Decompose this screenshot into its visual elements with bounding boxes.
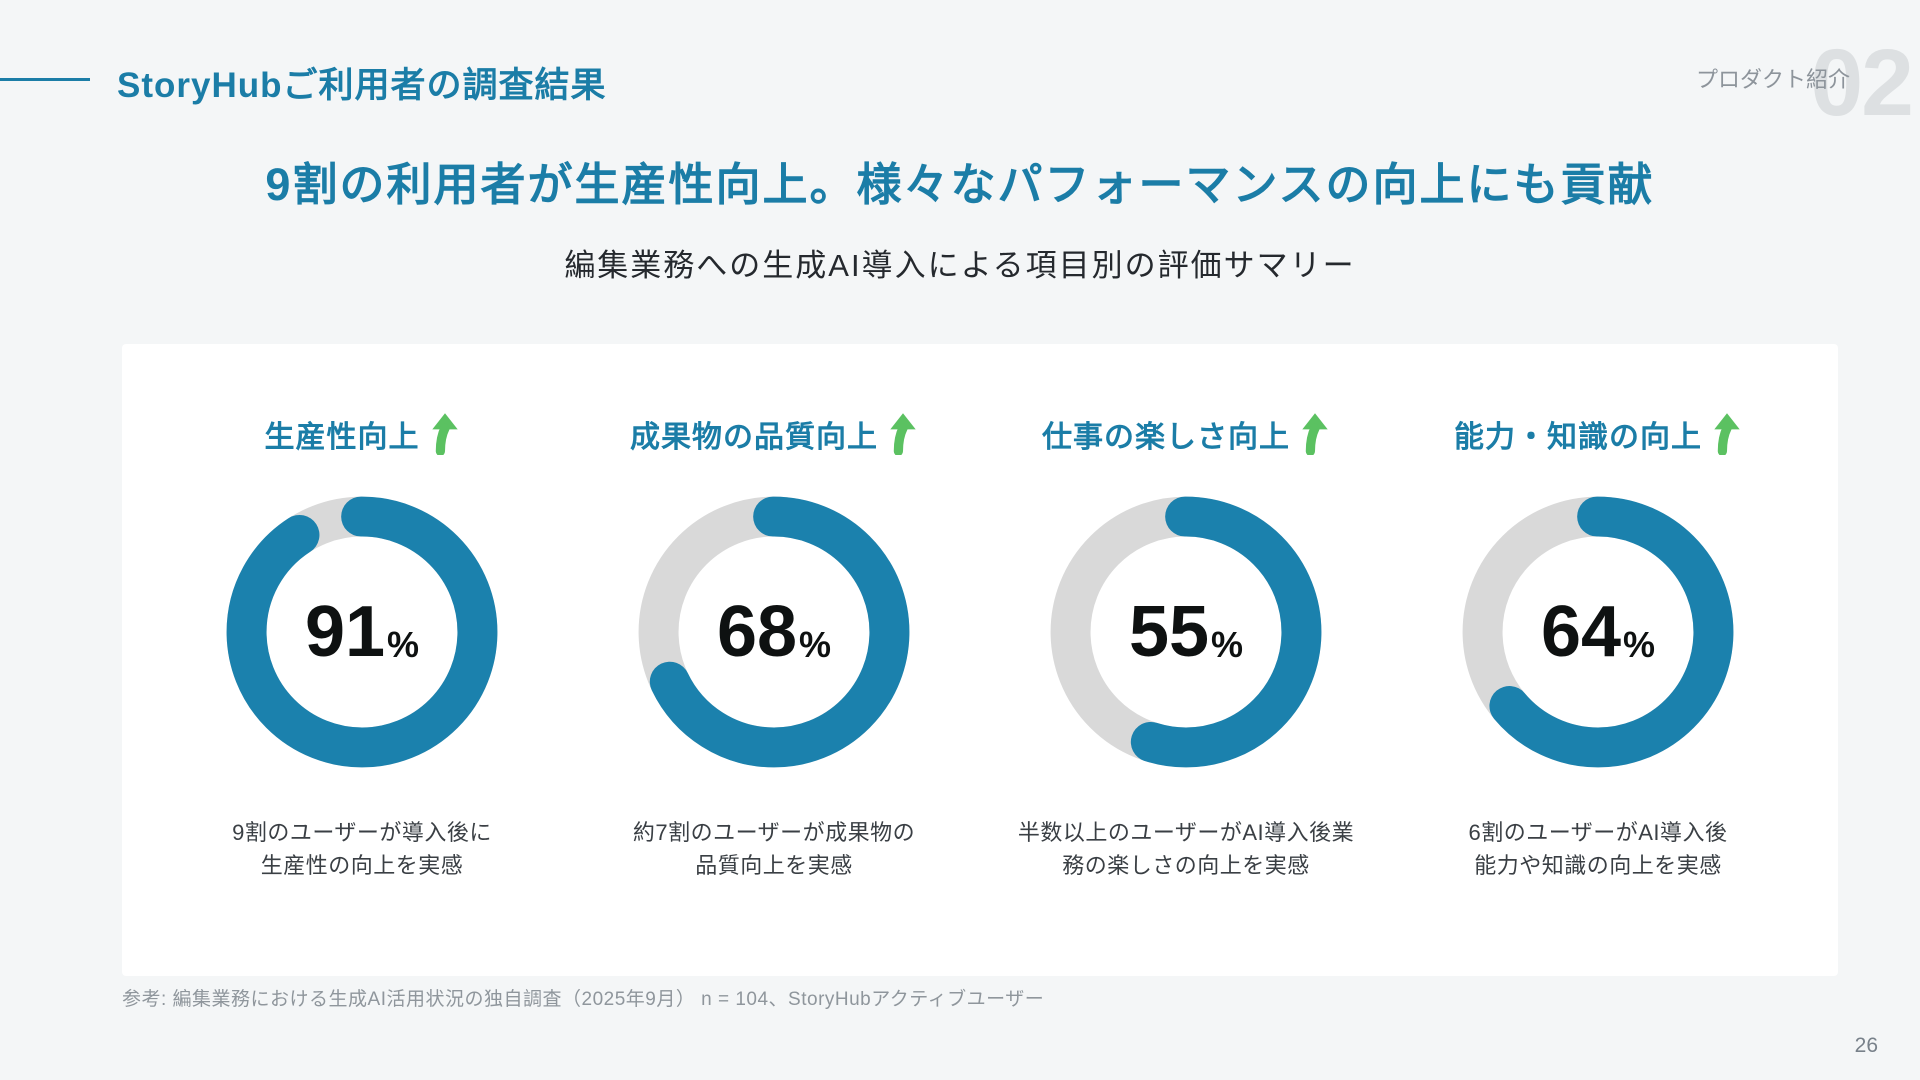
chart-caption-line: 9割のユーザーが導入後に (232, 820, 492, 845)
donut-chart: 64 % (1450, 484, 1746, 780)
footnote: 参考: 編集業務における生成AI活用状況の独自調査（2025年9月） n = 1… (122, 989, 1045, 1010)
chart-label: 生産性向上 (264, 421, 420, 454)
chart-label-row: 成果物の品質向上 (630, 410, 918, 458)
chart-caption: 9割のユーザーが導入後に 生産性の向上を実感 (232, 816, 492, 882)
header-accent-line (0, 78, 90, 81)
donut-chart: 55 % (1038, 484, 1334, 780)
donut-center: 68 % (626, 484, 922, 780)
donut-chart: 68 % (626, 484, 922, 780)
summary-card: 生産性向上 91 % 9割のユーザーが導入後に 生産性の向上を実感 成果物の品質向… (122, 344, 1838, 976)
percent-value: 91 (304, 592, 386, 672)
chart-caption: 半数以上のユーザーがAI導入後業 務の楽しさの向上を実感 (1018, 816, 1354, 882)
page-number: 26 (1854, 1034, 1878, 1057)
percent-unit: % (799, 624, 832, 665)
percent-value: 64 (1540, 592, 1622, 672)
up-arrow-icon (890, 413, 916, 455)
up-arrow-icon (1302, 413, 1328, 455)
chart-caption-line: 半数以上のユーザーがAI導入後業 (1017, 820, 1355, 845)
percent-unit: % (1211, 624, 1244, 665)
donut-arc (226, 496, 498, 768)
chart-caption-line: 6割のユーザーがAI導入後 (1468, 820, 1728, 845)
donut-ring (1462, 496, 1734, 768)
donut-chart: 91 % (214, 484, 510, 780)
chart-label-row: 仕事の楽しさ向上 (1042, 410, 1330, 458)
percent-unit: % (387, 624, 420, 665)
donut-center: 55 % (1038, 484, 1334, 780)
donut-center: 91 % (214, 484, 510, 780)
chart-label-row: 能力・知識の向上 (1454, 410, 1742, 458)
chart-label-row: 生産性向上 (265, 410, 460, 458)
chart-label: 仕事の楽しさ向上 (1042, 421, 1290, 454)
chart-card: 成果物の品質向上 68 % 約7割のユーザーが成果物の 品質向上を実感 (568, 410, 980, 882)
percent-value: 68 (716, 592, 798, 672)
page-subtitle: 編集業務への生成AI導入による項目別の評価サマリー (564, 248, 1356, 283)
percent-value: 55 (1128, 592, 1210, 672)
chart-caption-line: 生産性の向上を実感 (260, 853, 464, 878)
donut-ring (1050, 496, 1322, 768)
page-title: 9割の利用者が生産性向上。様々なパフォーマンスの向上にも貢献 (0, 148, 1920, 213)
chart-label: 成果物の品質向上 (630, 421, 878, 454)
chart-caption: 6割のユーザーがAI導入後 能力や知識の向上を実感 (1468, 816, 1727, 882)
chart-card: 能力・知識の向上 64 % 6割のユーザーがAI導入後 能力や知識の向上を実感 (1392, 410, 1804, 882)
donut-ring (226, 496, 498, 768)
page-title-rest: の利用者が生産性向上。様々なパフォーマンスの向上にも貢献 (339, 159, 1655, 210)
section-number: 02 (1810, 30, 1914, 136)
section-label: プロダクト紹介 (1695, 67, 1850, 92)
donut-arc (1462, 496, 1734, 768)
chart-caption-line: 品質向上を実感 (695, 853, 853, 878)
chart-label: 能力・知識の向上 (1454, 421, 1702, 454)
page-title-strong: 9割 (265, 159, 340, 210)
chart-card: 仕事の楽しさ向上 55 % 半数以上のユーザーがAI導入後業 務の楽しさの向上を実… (980, 410, 1392, 882)
donut-arc (1050, 496, 1322, 768)
donut-arc (638, 496, 910, 768)
charts-row: 生産性向上 91 % 9割のユーザーが導入後に 生産性の向上を実感 成果物の品質向… (122, 344, 1838, 882)
chart-card: 生産性向上 91 % 9割のユーザーが導入後に 生産性の向上を実感 (156, 410, 568, 882)
percent-unit: % (1623, 624, 1656, 665)
chart-caption-line: 務の楽しさの向上を実感 (1062, 853, 1310, 878)
chart-caption: 約7割のユーザーが成果物の 品質向上を実感 (633, 816, 915, 882)
donut-ring (638, 496, 910, 768)
chart-caption-line: 能力や知識の向上を実感 (1474, 853, 1722, 878)
up-arrow-icon (431, 413, 458, 455)
donut-center: 64 % (1450, 484, 1746, 780)
slide-header-title: StoryHubご利用者の調査結果 (117, 66, 607, 105)
chart-caption-line: 約7割のユーザーが成果物の (632, 820, 916, 845)
up-arrow-icon (1714, 413, 1740, 455)
